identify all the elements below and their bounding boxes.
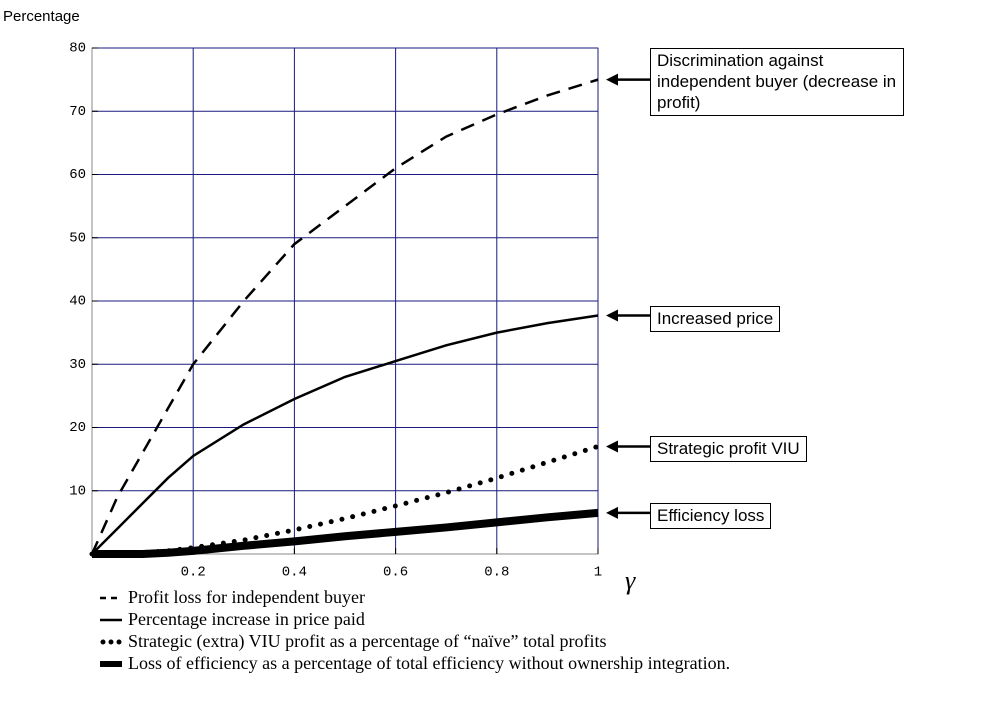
y-tick-label: 60 [69,167,86,183]
legend-label: Percentage increase in price paid [128,609,365,629]
x-axis-label: γ [625,566,636,595]
annotation: Strategic profit VIU [650,436,807,463]
legend-key [100,596,122,600]
x-tick-label: 0.2 [181,565,206,581]
y-tick-label: 10 [69,483,86,499]
y-tick-label: 30 [69,357,86,373]
annotation-arrowhead [606,440,618,453]
legend-label: Profit loss for independent buyer [128,587,365,607]
annotation: Increased price [650,305,781,332]
line-series [92,508,599,558]
y-tick-label: 80 [69,41,86,57]
annotation: Efficiency loss [650,502,772,529]
legend-key [100,618,122,622]
annotation: Discrimination against independent buyer… [650,48,904,116]
annotation-arrowhead [606,309,618,322]
y-tick-label: 40 [69,294,86,310]
legend-key [100,639,124,645]
x-tick-label: 1 [594,565,602,581]
y-tick-label: 20 [69,420,86,436]
legend-key [100,661,122,667]
legend-label: Loss of efficiency as a percentage of to… [128,653,731,673]
y-axis-label: Percentage [3,8,80,25]
x-tick-label: 0.8 [484,565,509,581]
line-series [90,78,599,555]
y-tick-label: 50 [69,230,86,246]
line-series [91,314,599,555]
x-tick-label: 0.4 [282,565,307,581]
x-tick-label: 0.6 [383,565,408,581]
annotation-arrowhead [606,506,618,519]
y-tick-label: 70 [69,104,86,120]
annotation-arrowhead [606,73,618,86]
legend-label: Strategic (extra) VIU profit as a percen… [128,631,607,651]
